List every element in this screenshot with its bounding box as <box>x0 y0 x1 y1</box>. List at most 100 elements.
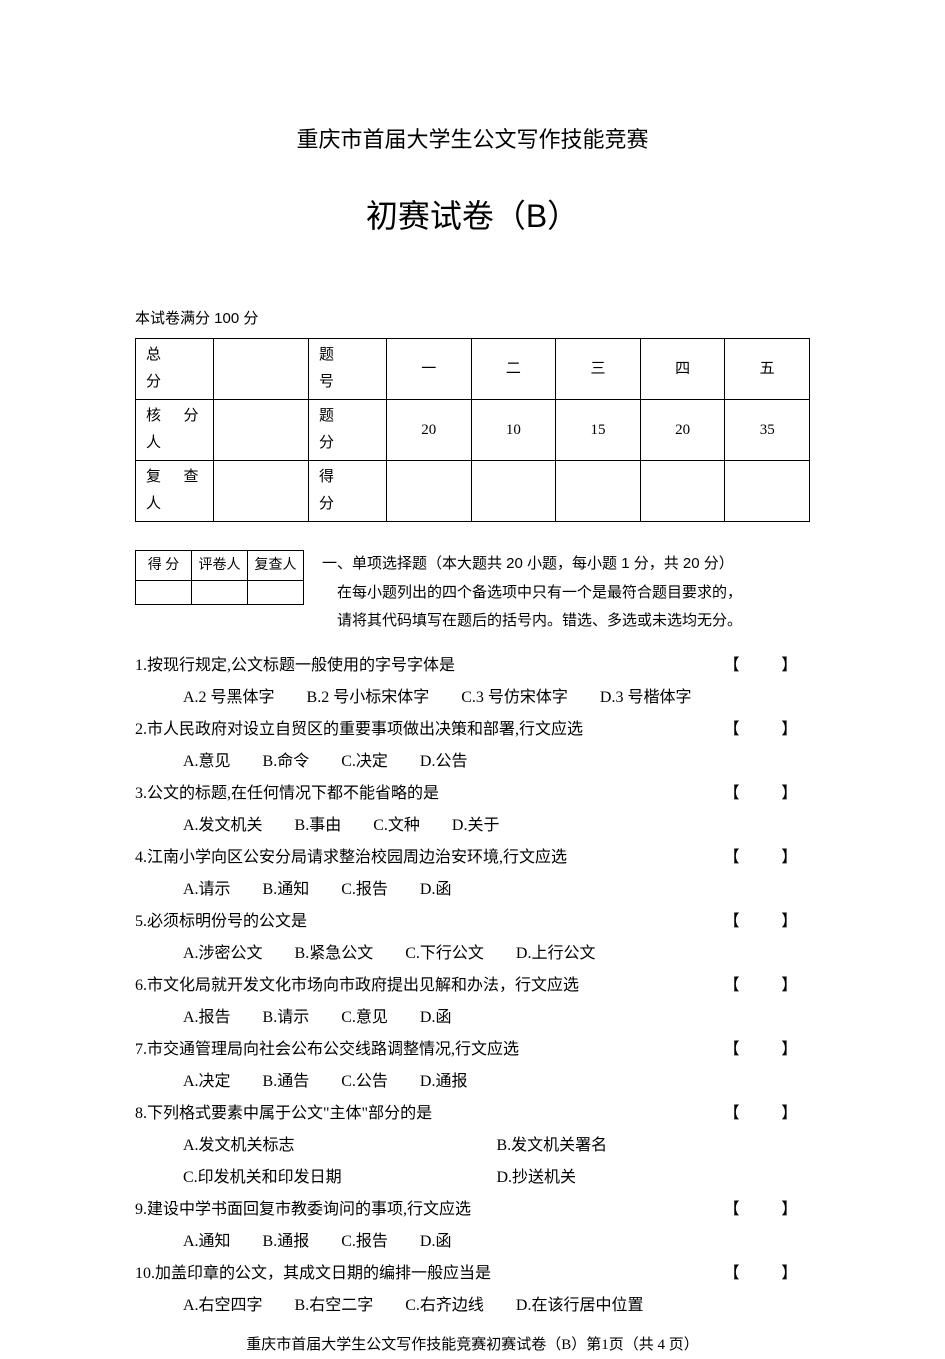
cell: 一 <box>387 339 472 400</box>
cell: 题 号 <box>309 339 387 400</box>
q-options: A.右空四字 B.右空二字 C.右齐边线 D.在该行居中位置 <box>135 1290 810 1322</box>
q-options: A.请示 B.通知 C.报告 D.函 <box>135 874 810 906</box>
cell: 复查人 <box>136 461 214 522</box>
cell <box>214 461 309 522</box>
cell: 35 <box>725 400 810 461</box>
answer-bracket: 【 】 <box>714 842 810 874</box>
q-text: 公文的标题,在任何情况下都不能省略的是 <box>147 785 439 802</box>
table-row: 核分人 题 分 20 10 15 20 35 <box>136 400 810 461</box>
section-desc: 在每小题列出的四个备选项中只有一个是最符合题目要求的， <box>322 579 810 608</box>
question-7: 7.市交通管理局向社会公布公交线路调整情况,行文应选 【 】 A.决定 B.通告… <box>135 1034 810 1098</box>
q-num: 2. <box>135 721 147 738</box>
q-text: 建设中学书面回复市教委询问的事项,行文应选 <box>147 1201 471 1218</box>
marker-table: 得 分 评卷人 复查人 <box>135 550 304 605</box>
cell: 15 <box>556 400 641 461</box>
cell: 得 分 <box>309 461 387 522</box>
cell: 题 分 <box>309 400 387 461</box>
q-text: 市人民政府对设立自贸区的重要事项做出决策和部署,行文应选 <box>147 721 583 738</box>
answer-bracket: 【 】 <box>714 1258 810 1290</box>
cell <box>214 339 309 400</box>
q-text: 江南小学向区公安分局请求整治校园周边治安环境,行文应选 <box>147 849 567 866</box>
section-heading: 一、单项选择题（本大题共 20 小题，每小题 1 分，共 20 分） 在每小题列… <box>322 550 810 636</box>
total-score-note: 本试卷满分 100 分 <box>135 305 810 332</box>
answer-bracket: 【 】 <box>714 714 810 746</box>
cell <box>556 461 641 522</box>
q-text: 按现行规定,公文标题一般使用的字号字体是 <box>147 657 455 674</box>
q-text: 下列格式要素中属于公文"主体"部分的是 <box>147 1105 432 1122</box>
q-num: 6. <box>135 977 147 994</box>
q-options: A.通知 B.通报 C.报告 D.函 <box>135 1226 810 1258</box>
answer-bracket: 【 】 <box>714 1034 810 1066</box>
cell: 评卷人 <box>192 551 248 581</box>
q-num: 9. <box>135 1201 147 1218</box>
table-row <box>136 581 304 605</box>
question-10: 10.加盖印章的公文，其成文日期的编排一般应当是 【 】 A.右空四字 B.右空… <box>135 1258 810 1322</box>
q-text: 必须标明份号的公文是 <box>147 913 307 930</box>
answer-bracket: 【 】 <box>714 778 810 810</box>
opt-a: A.发文机关标志 <box>183 1130 497 1162</box>
q-options: A.决定 B.通告 C.公告 D.通报 <box>135 1066 810 1098</box>
table-row: 复查人 得 分 <box>136 461 810 522</box>
cell: 核分人 <box>136 400 214 461</box>
cell <box>387 461 472 522</box>
opt-c: C.印发机关和印发日期 <box>183 1162 497 1194</box>
cell <box>248 581 304 605</box>
cell <box>214 400 309 461</box>
answer-bracket: 【 】 <box>714 970 810 1002</box>
q-num: 7. <box>135 1041 147 1058</box>
cell: 五 <box>725 339 810 400</box>
q-text: 市交通管理局向社会公布公交线路调整情况,行文应选 <box>147 1041 519 1058</box>
cell <box>192 581 248 605</box>
q-options: A.发文机关 B.事由 C.文种 D.关于 <box>135 810 810 842</box>
cell <box>471 461 556 522</box>
opt-b: B.发文机关署名 <box>497 1130 811 1162</box>
question-9: 9.建设中学书面回复市教委询问的事项,行文应选 【 】 A.通知 B.通报 C.… <box>135 1194 810 1258</box>
cell: 四 <box>640 339 725 400</box>
cell: 三 <box>556 339 641 400</box>
q-options: A.报告 B.请示 C.意见 D.函 <box>135 1002 810 1034</box>
page-footer: 重庆市首届大学生公文写作技能竞赛初赛试卷（B）第1页（共 4 页） <box>135 1332 810 1359</box>
cell: 得 分 <box>136 551 192 581</box>
cell: 20 <box>387 400 472 461</box>
cell <box>725 461 810 522</box>
answer-bracket: 【 】 <box>714 1194 810 1226</box>
q-num: 5. <box>135 913 147 930</box>
question-1: 1.按现行规定,公文标题一般使用的字号字体是 【 】 A.2 号黑体字 B.2 … <box>135 650 810 714</box>
answer-bracket: 【 】 <box>714 650 810 682</box>
answer-bracket: 【 】 <box>714 906 810 938</box>
table-row: 总 分 题 号 一 二 三 四 五 <box>136 339 810 400</box>
cell <box>136 581 192 605</box>
q-num: 10. <box>135 1265 155 1282</box>
question-3: 3.公文的标题,在任何情况下都不能省略的是 【 】 A.发文机关 B.事由 C.… <box>135 778 810 842</box>
q-options: A.发文机关标志 C.印发机关和印发日期 B.发文机关署名 D.抄送机关 <box>135 1130 810 1194</box>
question-5: 5.必须标明份号的公文是 【 】 A.涉密公文 B.紧急公文 C.下行公文 D.… <box>135 906 810 970</box>
cell: 二 <box>471 339 556 400</box>
cell: 10 <box>471 400 556 461</box>
cell: 复查人 <box>248 551 304 581</box>
q-num: 8. <box>135 1105 147 1122</box>
opt-d: D.抄送机关 <box>497 1162 811 1194</box>
question-6: 6.市文化局就开发文化市场向市政府提出见解和办法，行文应选 【 】 A.报告 B… <box>135 970 810 1034</box>
cell: 20 <box>640 400 725 461</box>
q-options: A.涉密公文 B.紧急公文 C.下行公文 D.上行公文 <box>135 938 810 970</box>
question-8: 8.下列格式要素中属于公文"主体"部分的是 【 】 A.发文机关标志 C.印发机… <box>135 1098 810 1194</box>
section-label: 一、单项选择题（本大题共 20 小题，每小题 1 分，共 20 分） <box>322 555 734 572</box>
section-desc: 请将其代码填写在题后的括号内。错选、多选或未选均无分。 <box>322 607 810 636</box>
q-options: A.2 号黑体字 B.2 号小标宋体字 C.3 号仿宋体字 D.3 号楷体字 <box>135 682 810 714</box>
q-num: 3. <box>135 785 147 802</box>
cell <box>640 461 725 522</box>
doc-title-line1: 重庆市首届大学生公文写作技能竞赛 <box>135 120 810 160</box>
questions-list: 1.按现行规定,公文标题一般使用的字号字体是 【 】 A.2 号黑体字 B.2 … <box>135 650 810 1322</box>
cell: 总 分 <box>136 339 214 400</box>
q-text: 加盖印章的公文，其成文日期的编排一般应当是 <box>155 1265 491 1282</box>
q-options: A.意见 B.命令 C.决定 D.公告 <box>135 746 810 778</box>
doc-title-line2: 初赛试卷（B） <box>135 188 810 246</box>
q-num: 4. <box>135 849 147 866</box>
table-row: 得 分 评卷人 复查人 <box>136 551 304 581</box>
score-summary-table: 总 分 题 号 一 二 三 四 五 核分人 题 分 20 10 15 20 35… <box>135 338 810 522</box>
q-text: 市文化局就开发文化市场向市政府提出见解和办法，行文应选 <box>147 977 579 994</box>
q-num: 1. <box>135 657 147 674</box>
question-4: 4.江南小学向区公安分局请求整治校园周边治安环境,行文应选 【 】 A.请示 B… <box>135 842 810 906</box>
question-2: 2.市人民政府对设立自贸区的重要事项做出决策和部署,行文应选 【 】 A.意见 … <box>135 714 810 778</box>
answer-bracket: 【 】 <box>714 1098 810 1130</box>
